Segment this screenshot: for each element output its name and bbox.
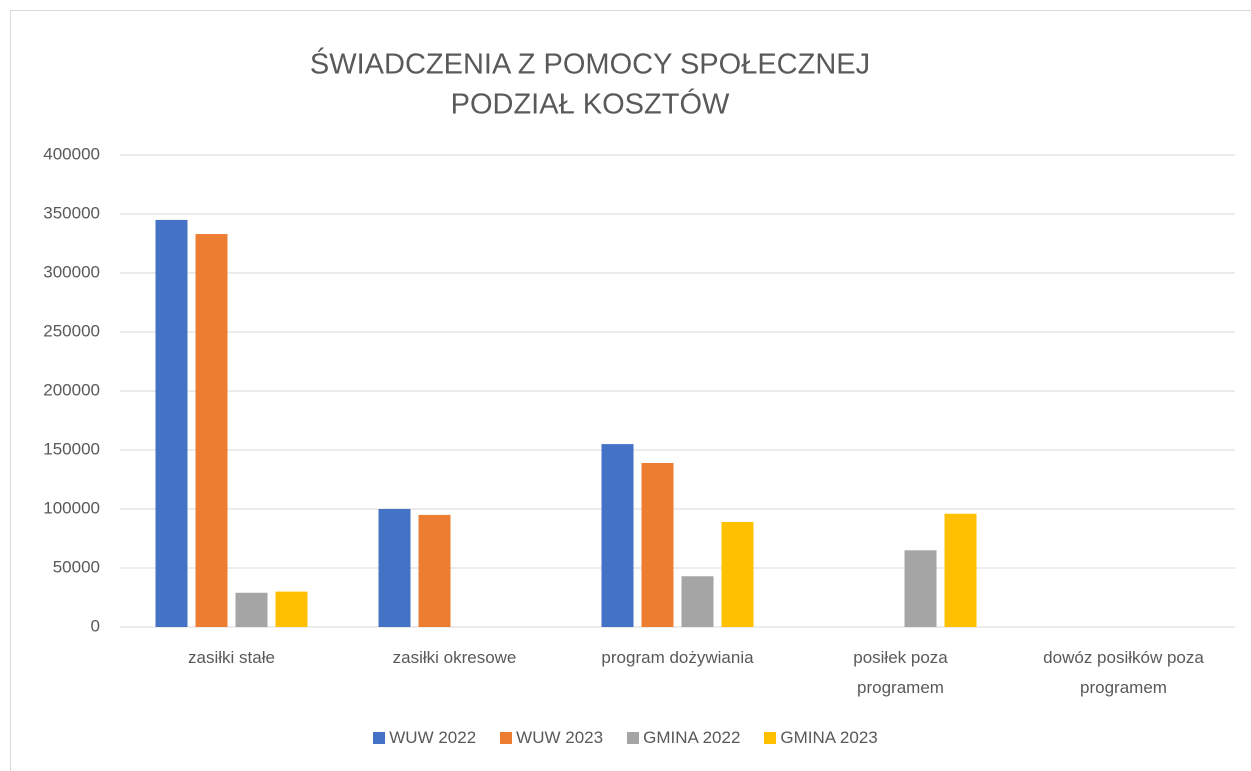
bar	[275, 591, 308, 627]
bar	[418, 514, 451, 627]
chart-title: PODZIAŁ KOSZTÓW	[451, 88, 730, 121]
bar	[681, 576, 714, 627]
y-tick-label: 350000	[43, 203, 100, 222]
bar	[601, 444, 634, 627]
bar	[944, 513, 977, 627]
legend-item: GMINA 2022	[627, 728, 740, 748]
bar	[195, 234, 228, 627]
y-tick-label: 300000	[43, 262, 100, 281]
chart-border	[10, 10, 1251, 771]
legend-swatch	[373, 732, 386, 744]
x-tick-label: zasiłki stałe	[188, 648, 275, 667]
bar	[235, 592, 268, 627]
legend-item: WUW 2023	[500, 728, 603, 748]
x-tick-label: dowóz posiłków poza programem	[1043, 648, 1204, 697]
bar	[904, 550, 937, 627]
y-tick-label: 50000	[53, 557, 100, 576]
legend-swatch	[627, 732, 640, 744]
legend-item: WUW 2022	[373, 728, 476, 748]
bar	[721, 521, 754, 627]
legend-label: WUW 2023	[516, 728, 604, 747]
bar	[641, 462, 674, 627]
legend-swatch	[764, 732, 777, 744]
x-tick-label: program dożywiania	[601, 648, 754, 667]
bar	[378, 509, 411, 627]
legend-label: GMINA 2022	[643, 728, 741, 747]
x-tick-label: zasiłki okresowe	[392, 648, 517, 667]
y-tick-label: 100000	[43, 498, 100, 517]
legend-label: GMINA 2023	[780, 728, 878, 747]
y-tick-label: 250000	[43, 321, 100, 340]
y-tick-label: 150000	[43, 439, 100, 458]
y-tick-label: 400000	[43, 144, 100, 163]
y-tick-label: 0	[91, 616, 100, 635]
y-tick-label: 200000	[43, 380, 100, 399]
chart-title: ŚWIADCZENIA Z POMOCY SPOŁECZNEJ	[310, 47, 870, 81]
legend-swatch	[500, 732, 513, 744]
legend: WUW 2022 WUW 2023 GMINA 2022 GMINA 2023	[0, 728, 1251, 748]
legend-item: GMINA 2023	[764, 728, 878, 748]
x-tick-label: posiłek poza programem	[853, 648, 948, 697]
bar	[155, 219, 188, 627]
legend-label: WUW 2022	[389, 728, 477, 747]
